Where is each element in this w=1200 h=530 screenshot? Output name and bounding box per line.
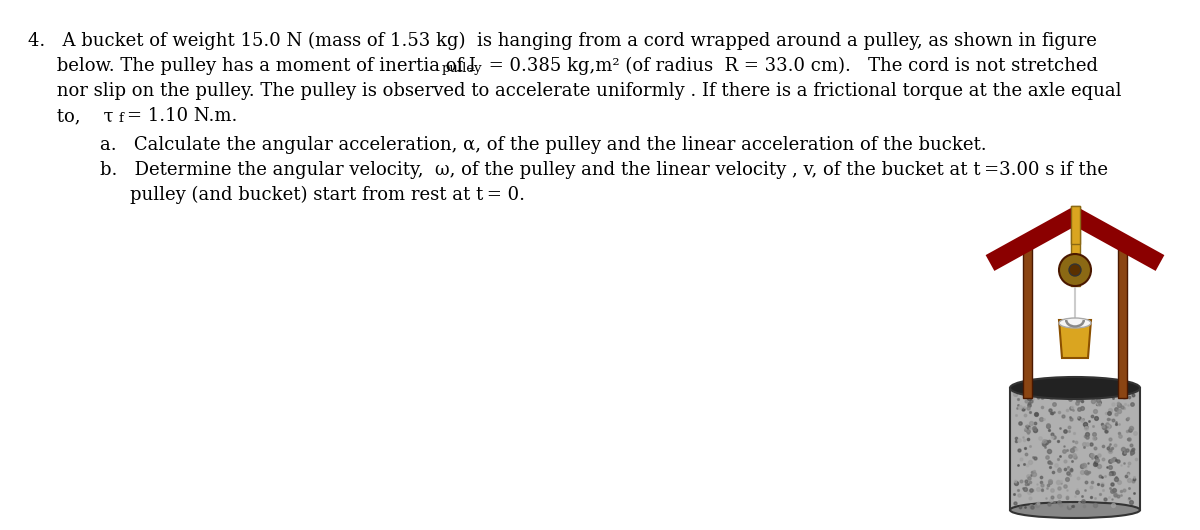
Text: a.   Calculate the angular acceleration, α, of the pulley and the linear acceler: a. Calculate the angular acceleration, α… — [100, 136, 986, 154]
Circle shape — [1060, 254, 1091, 286]
Bar — [1010, 388, 1140, 510]
Ellipse shape — [1060, 318, 1091, 328]
Bar — [1118, 248, 1127, 398]
Text: = 0.385 kg,m² (of radius  R = 33.0 cm).   The cord is not stretched: = 0.385 kg,m² (of radius R = 33.0 cm). T… — [482, 57, 1098, 75]
Bar — [1072, 206, 1080, 244]
Text: pulley (and bucket) start from rest at t = 0.: pulley (and bucket) start from rest at t… — [130, 186, 526, 204]
Polygon shape — [1060, 320, 1091, 358]
Bar — [1072, 206, 1080, 286]
Circle shape — [1069, 264, 1081, 276]
Text: 4.   A bucket of weight 15.0 N (mass of 1.53 kg)  is hanging from a cord wrapped: 4. A bucket of weight 15.0 N (mass of 1.… — [28, 32, 1097, 50]
Bar — [1022, 248, 1032, 398]
Text: pulley: pulley — [442, 62, 482, 75]
Text: nor slip on the pulley. The pulley is observed to accelerate uniformly . If ther: nor slip on the pulley. The pulley is ob… — [28, 82, 1122, 100]
Ellipse shape — [1010, 502, 1140, 518]
Ellipse shape — [1010, 377, 1140, 399]
Text: b.   Determine the angular velocity,  ω, of the pulley and the linear velocity ,: b. Determine the angular velocity, ω, of… — [100, 161, 1108, 179]
Text: to,    τ: to, τ — [28, 107, 114, 125]
Text: f: f — [119, 112, 124, 125]
Text: below. The pulley has a moment of inertia of I: below. The pulley has a moment of inerti… — [28, 57, 476, 75]
Text: = 1.10 N.m.: = 1.10 N.m. — [127, 107, 238, 125]
